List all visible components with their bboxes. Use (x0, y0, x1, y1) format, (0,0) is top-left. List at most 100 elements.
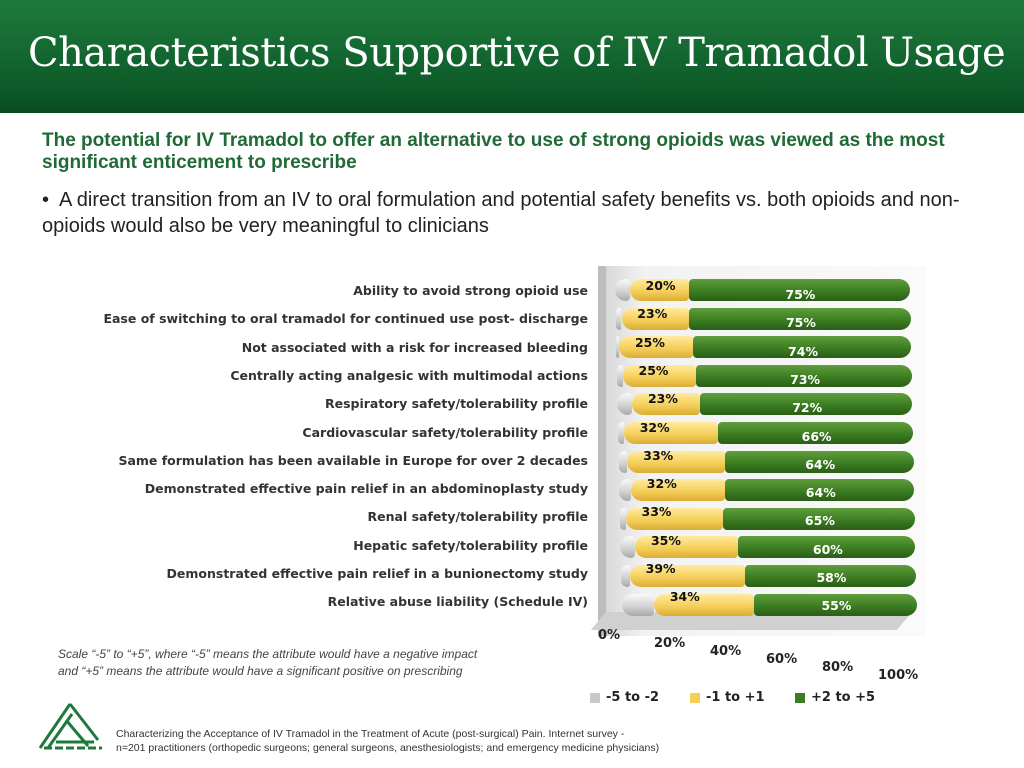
bar-5-to-2 (619, 507, 626, 530)
bar-1-to-1 (619, 336, 693, 359)
data-label: 20% (645, 278, 676, 293)
category-label: Ability to avoid strong opioid use (353, 283, 588, 298)
bullet-point: • A direct transition from an IV to oral… (42, 187, 1002, 239)
category-label: Hepatic safety/tolerability profile (353, 537, 588, 553)
x-tick-label: 100% (878, 668, 919, 683)
bar-1-to-1 (625, 507, 724, 530)
bar-1-to-1 (654, 593, 755, 616)
bar-2-to-5 (725, 479, 915, 502)
category-label: Relative abuse liability (Schedule IV) (327, 594, 588, 610)
category-label: Centrally acting analgesic with multimod… (230, 367, 588, 383)
footnote-line: n=201 practitioners (orthopedic surgeons… (116, 742, 660, 754)
data-label: 73% (790, 371, 821, 387)
data-label: 75% (785, 287, 816, 302)
legend-swatch (690, 692, 700, 703)
bar-2-to-5 (738, 536, 916, 559)
x-tick-label: 80% (822, 660, 854, 675)
bullet-text: A direct transition from an IV to oral f… (42, 189, 960, 237)
bar-2-to-5 (688, 279, 910, 301)
bar-2-to-5 (718, 422, 913, 444)
data-label: 34% (669, 589, 700, 605)
x-tick-label: 0% (598, 628, 621, 643)
legend-item: -5 to -2 (590, 690, 659, 705)
bar-1-to-1 (629, 565, 745, 587)
bar-5-to-2 (621, 593, 655, 616)
bullet-icon: • (42, 189, 60, 211)
legend-item: +2 to +5 (795, 690, 875, 705)
category-label: Cardiovascular safety/tolerability profi… (302, 424, 588, 440)
bar-2-to-5 (754, 593, 917, 616)
category-label: Ease of switching to oral tramadol for c… (103, 311, 588, 327)
bar-5-to-2 (618, 450, 628, 473)
data-label: 33% (643, 447, 674, 463)
bar-5-to-2 (618, 422, 624, 444)
bar-1-to-1 (629, 279, 689, 301)
category-label: Demonstrated effective pain relief in a … (166, 566, 588, 581)
data-label: 72% (792, 400, 823, 416)
data-label: 64% (805, 485, 836, 501)
bar-2-to-5 (724, 450, 914, 473)
company-logo-icon (38, 703, 102, 750)
bar-1-to-1 (623, 422, 719, 444)
title-bar: Characteristics Supportive of IV Tramado… (0, 0, 1024, 113)
bar-1-to-1 (627, 450, 725, 473)
subtitle: The potential for IV Tramadol to offer a… (42, 130, 945, 173)
scale-note-line: and “+5” means the attribute would have … (58, 664, 463, 678)
bar-2-to-5 (744, 565, 916, 587)
data-label: 64% (805, 456, 836, 472)
bar-1-to-1 (622, 364, 697, 387)
legend-label: +2 to +5 (811, 690, 876, 705)
legend-label: -5 to -2 (606, 690, 660, 705)
bar-2-to-5 (692, 336, 912, 359)
data-label: 58% (816, 570, 847, 585)
legend-label: -1 to +1 (706, 690, 765, 705)
data-label: 33% (641, 504, 672, 520)
data-label: 60% (812, 541, 843, 557)
category-label: Demonstrated effective pain relief in an… (144, 481, 588, 497)
source-footnote: Characterizing the Acceptance of IV Tram… (116, 727, 659, 755)
data-label: 35% (650, 532, 681, 548)
footnote-line: Characterizing the Acceptance of IV Tram… (116, 728, 625, 740)
data-label: 25% (638, 362, 669, 378)
data-label: 55% (821, 598, 852, 614)
scale-note: Scale “-5” to “+5”, where “-5” means the… (58, 646, 477, 680)
category-label: Not associated with a risk for increased… (241, 339, 588, 355)
category-label: Renal safety/tolerability profile (367, 509, 588, 525)
category-label: Same formulation has been available in E… (118, 452, 588, 468)
data-label: 65% (804, 513, 835, 529)
bar-1-to-1 (635, 536, 739, 559)
x-tick-label: 40% (710, 644, 742, 659)
data-label: 66% (801, 428, 832, 444)
bar-5-to-2 (615, 307, 622, 330)
data-label: 25% (634, 334, 665, 350)
bar-5-to-2 (615, 279, 630, 301)
bar-1-to-1 (631, 479, 726, 502)
data-label: 32% (646, 476, 677, 492)
data-label: 23% (647, 391, 678, 407)
bar-2-to-5 (689, 307, 911, 330)
legend-swatch (795, 692, 805, 703)
bar-5-to-2 (619, 479, 631, 502)
bar-5-to-2 (620, 536, 636, 559)
bar-1-to-1 (632, 393, 700, 416)
bar-2-to-5 (723, 507, 915, 530)
data-label: 23% (637, 306, 668, 322)
data-label: 74% (788, 343, 818, 359)
bar-5-to-2 (616, 336, 620, 359)
slide-title: Characteristics Supportive of IV Tramado… (28, 30, 1006, 76)
legend-swatch (590, 692, 600, 703)
x-tick-label: 60% (766, 652, 798, 667)
data-label: 39% (645, 561, 676, 576)
x-tick-label: 20% (654, 636, 686, 651)
bar-5-to-2 (621, 565, 630, 587)
data-label: 32% (639, 419, 670, 435)
legend-item: -1 to +1 (690, 690, 765, 705)
bar-1-to-1 (621, 307, 690, 330)
scale-note-line: Scale “-5” to “+5”, where “-5” means the… (58, 647, 478, 661)
bar-5-to-2 (617, 393, 633, 416)
category-label: Respiratory safety/tolerability profile (324, 396, 588, 412)
bar-2-to-5 (700, 393, 913, 416)
bar-5-to-2 (616, 364, 623, 387)
data-label: 75% (785, 315, 816, 331)
bar-2-to-5 (696, 364, 912, 387)
